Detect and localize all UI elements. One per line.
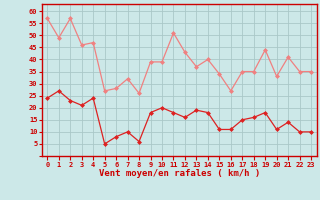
X-axis label: Vent moyen/en rafales ( km/h ): Vent moyen/en rafales ( km/h ) bbox=[99, 169, 260, 178]
